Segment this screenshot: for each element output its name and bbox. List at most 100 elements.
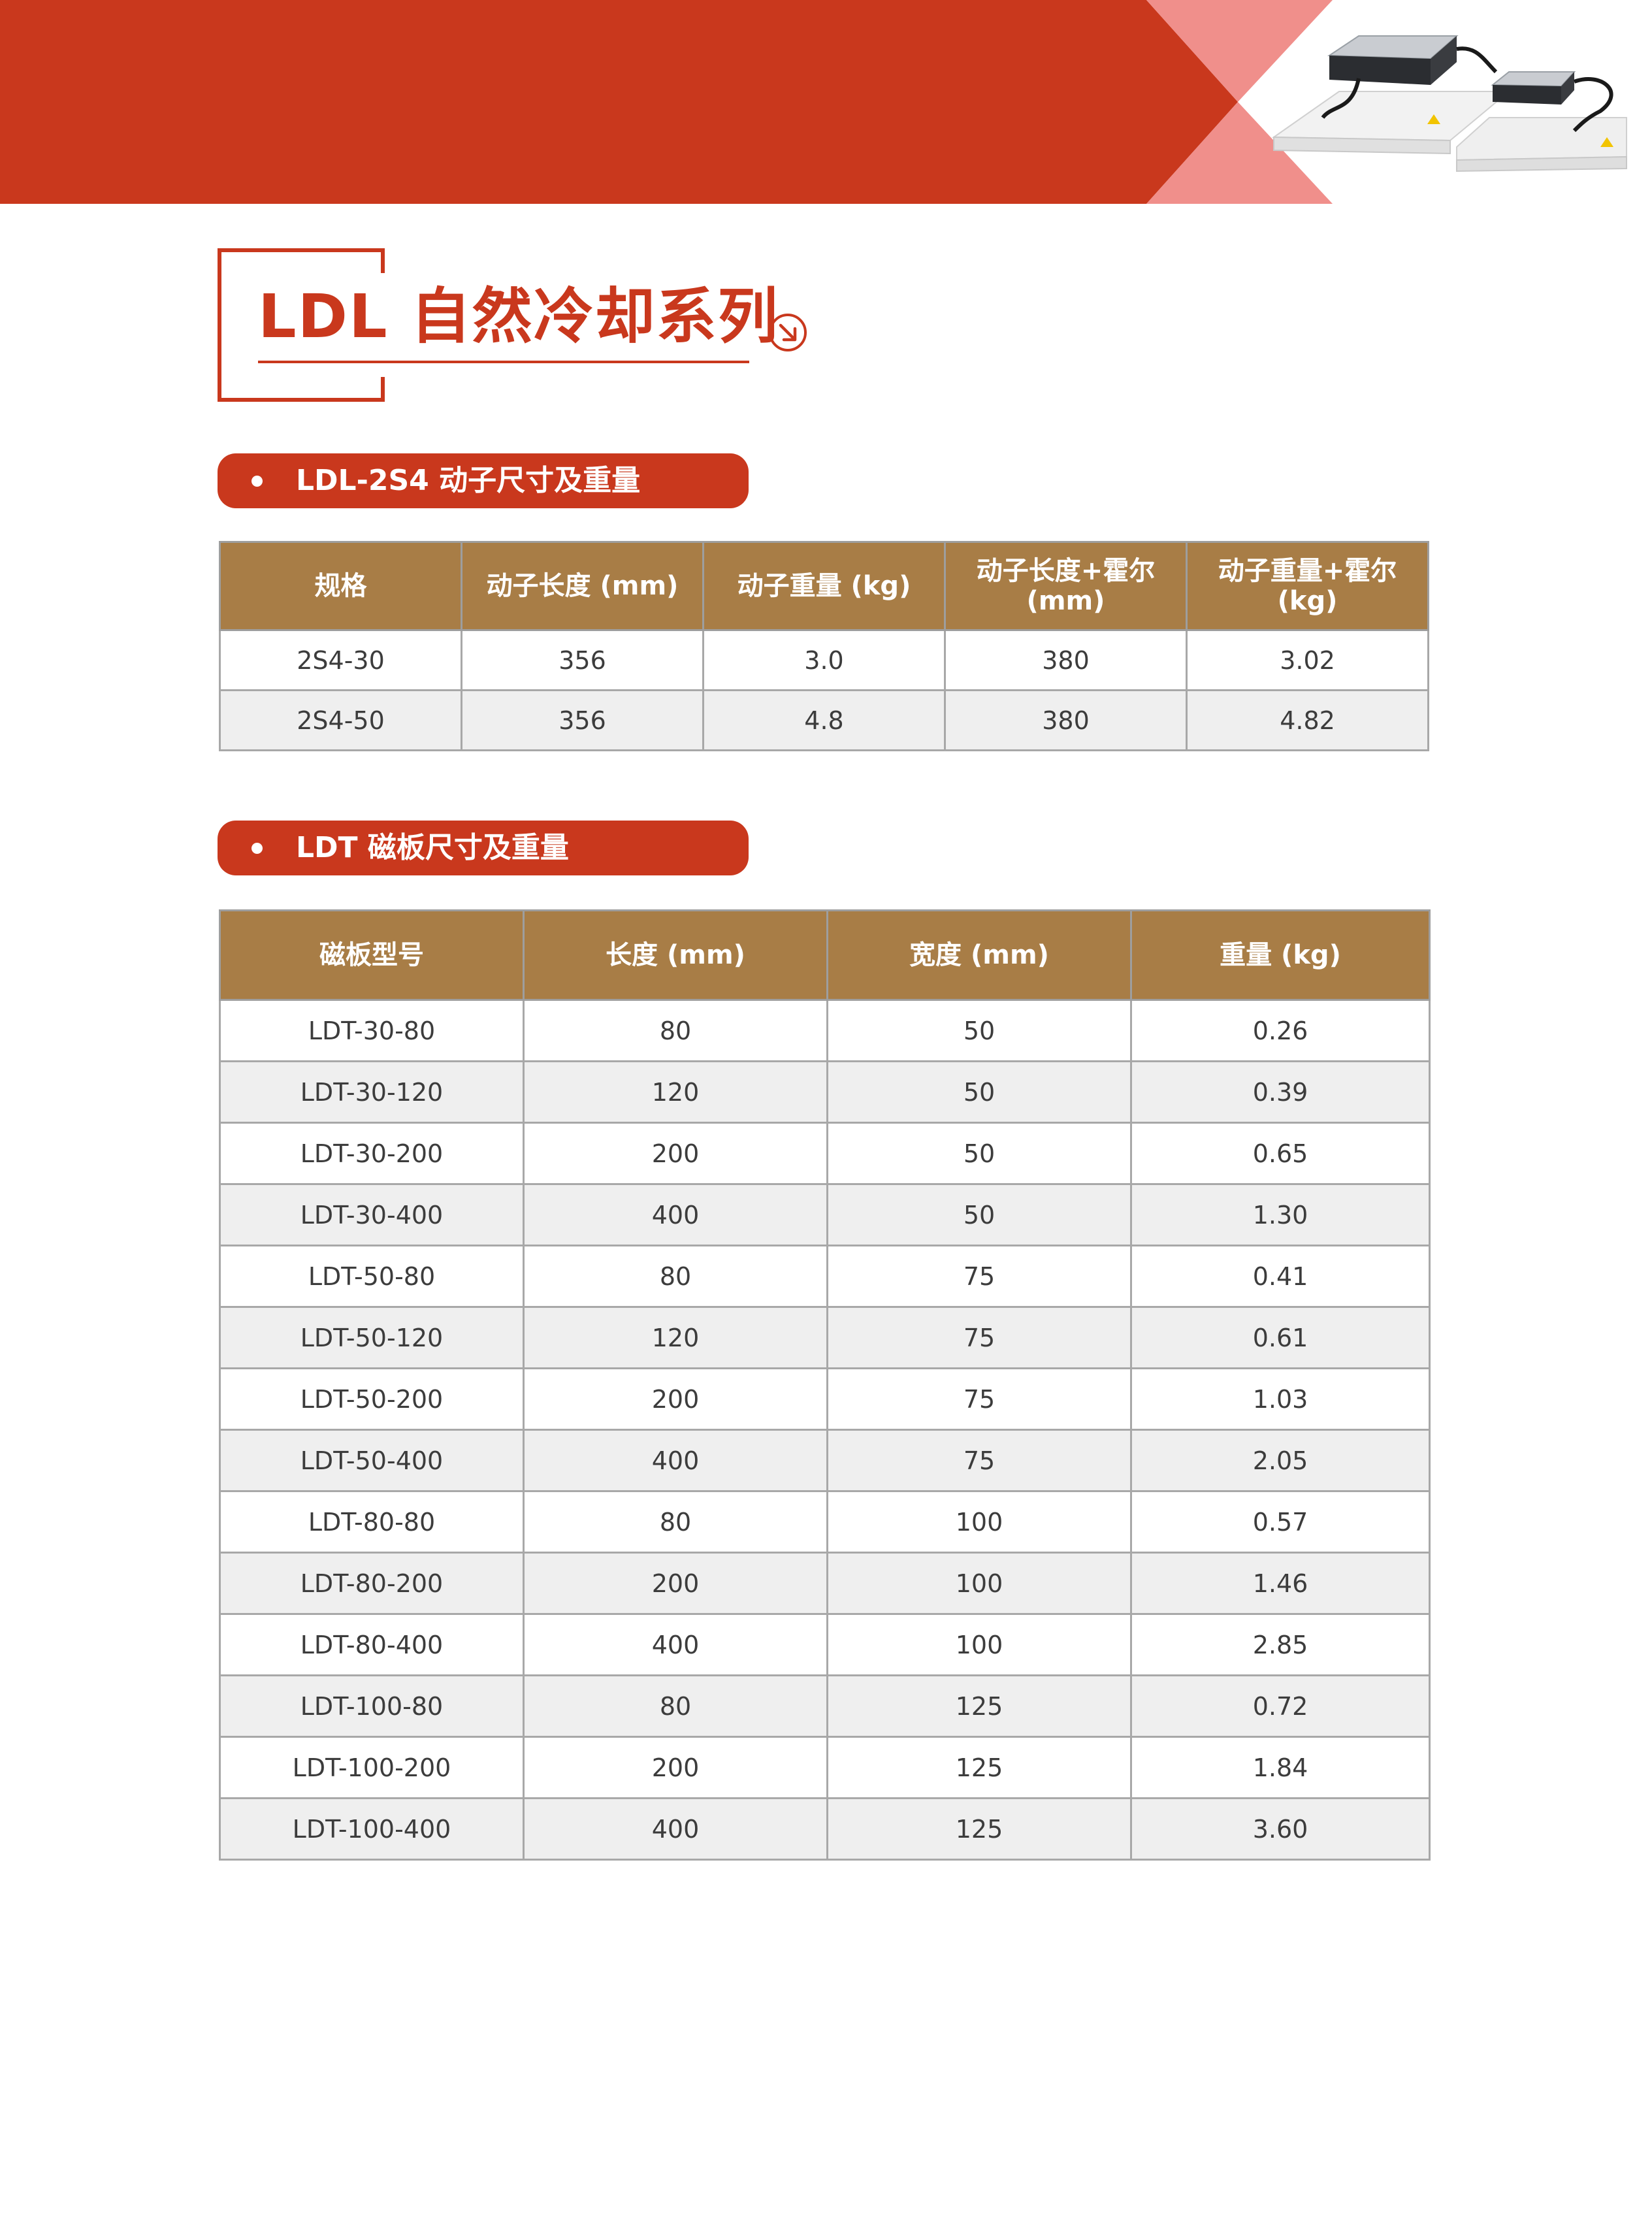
column-header: 动子重量 (kg) — [702, 541, 946, 631]
column-header: 规格 — [219, 541, 462, 631]
table-cell: LDT-100-200 — [219, 1736, 525, 1799]
mover-spec-table: 规格 动子长度 (mm) 动子重量 (kg) 动子长度+霍尔 (mm) 动子重量… — [219, 541, 1429, 751]
table-cell: 200 — [523, 1122, 828, 1185]
table-cell: 2S4-50 — [219, 689, 462, 751]
title-bracket-tick — [381, 248, 385, 273]
table-cell: 400 — [523, 1429, 828, 1492]
column-header-text: 动子长度+霍尔 (mm) — [976, 556, 1156, 616]
column-header: 磁板型号 — [219, 909, 525, 1001]
table-cell: 80 — [523, 1490, 828, 1554]
section-heading-magnet: LDT 磁板尺寸及重量 — [218, 821, 749, 875]
banner-red-band — [0, 0, 1238, 204]
table-row: LDT-80-200 200 100 1.46 — [219, 1552, 1431, 1615]
table-row: LDT-50-200 200 75 1.03 — [219, 1367, 1431, 1431]
table-cell: 400 — [523, 1183, 828, 1246]
table-cell: 0.26 — [1130, 999, 1431, 1062]
table-cell: 3.0 — [702, 629, 946, 691]
table-cell: 0.72 — [1130, 1674, 1431, 1738]
table-cell: 200 — [523, 1367, 828, 1431]
table-cell: 0.57 — [1130, 1490, 1431, 1554]
table-cell: 2S4-30 — [219, 629, 462, 691]
table-cell: 75 — [826, 1306, 1132, 1369]
table-cell: LDT-50-80 — [219, 1245, 525, 1308]
table-cell: LDT-30-120 — [219, 1060, 525, 1124]
banner-pink-chevron — [1146, 0, 1333, 204]
table-cell: 125 — [826, 1674, 1132, 1738]
table-cell: 120 — [523, 1060, 828, 1124]
linear-motor-product-image — [1271, 35, 1627, 172]
table-cell: 0.61 — [1130, 1306, 1431, 1369]
table-cell: 50 — [826, 1183, 1132, 1246]
table-cell: LDT-80-200 — [219, 1552, 525, 1615]
table-cell: 3.02 — [1186, 629, 1429, 691]
table-row: LDT-80-80 80 100 0.57 — [219, 1490, 1431, 1554]
section-heading-text: LDL-2S4 动子尺寸及重量 — [296, 464, 641, 497]
table-header-row: 规格 动子长度 (mm) 动子重量 (kg) 动子长度+霍尔 (mm) 动子重量… — [219, 541, 1429, 631]
table-row: 2S4-30 356 3.0 380 3.02 — [219, 629, 1429, 691]
header-banner — [0, 0, 1333, 204]
column-header: 动子重量+霍尔 (kg) — [1186, 541, 1429, 631]
table-row: 2S4-50 356 4.8 380 4.82 — [219, 689, 1429, 751]
table-cell: 125 — [826, 1736, 1132, 1799]
table-row: LDT-30-400 400 50 1.30 — [219, 1183, 1431, 1246]
page-title: LDL 自然冷却系列 — [258, 282, 779, 351]
column-header: 重量 (kg) — [1130, 909, 1431, 1001]
circle-arrow-down-right-icon — [769, 314, 807, 351]
table-cell: 100 — [826, 1613, 1132, 1676]
table-cell: 356 — [461, 689, 704, 751]
table-cell: 1.46 — [1130, 1552, 1431, 1615]
table-row: LDT-30-200 200 50 0.65 — [219, 1122, 1431, 1185]
table-cell: 3.60 — [1130, 1797, 1431, 1861]
table-cell: 400 — [523, 1797, 828, 1861]
table-row: LDT-80-400 400 100 2.85 — [219, 1613, 1431, 1676]
table-cell: 2.85 — [1130, 1613, 1431, 1676]
table-cell: 4.82 — [1186, 689, 1429, 751]
table-cell: LDT-50-120 — [219, 1306, 525, 1369]
table-cell: LDT-100-400 — [219, 1797, 525, 1861]
table-row: LDT-50-120 120 75 0.61 — [219, 1306, 1431, 1369]
table-row: LDT-30-120 120 50 0.39 — [219, 1060, 1431, 1124]
table-cell: LDT-80-80 — [219, 1490, 525, 1554]
table-cell: 120 — [523, 1306, 828, 1369]
title-bracket-frame — [218, 248, 384, 402]
table-cell: 75 — [826, 1367, 1132, 1431]
table-cell: 1.30 — [1130, 1183, 1431, 1246]
table-cell: 2.05 — [1130, 1429, 1431, 1492]
table-cell: LDT-30-200 — [219, 1122, 525, 1185]
table-row: LDT-100-200 200 125 1.84 — [219, 1736, 1431, 1799]
table-cell: 0.65 — [1130, 1122, 1431, 1185]
title-bracket-tick — [381, 377, 385, 402]
title-underline — [258, 361, 749, 363]
table-cell: 100 — [826, 1552, 1132, 1615]
column-header: 动子长度 (mm) — [461, 541, 704, 631]
table-cell: 1.84 — [1130, 1736, 1431, 1799]
table-cell: 200 — [523, 1552, 828, 1615]
table-cell: LDT-100-80 — [219, 1674, 525, 1738]
table-cell: 50 — [826, 1060, 1132, 1124]
column-header-text: 动子重量+霍尔 (kg) — [1218, 556, 1397, 616]
table-header-row: 磁板型号 长度 (mm) 宽度 (mm) 重量 (kg) — [219, 909, 1431, 1001]
table-cell: 380 — [944, 629, 1188, 691]
table-cell: 400 — [523, 1613, 828, 1676]
table-cell: 75 — [826, 1245, 1132, 1308]
table-row: LDT-100-80 80 125 0.72 — [219, 1674, 1431, 1738]
table-row: LDT-30-80 80 50 0.26 — [219, 999, 1431, 1062]
bullet-dot — [251, 843, 263, 854]
section-heading-mover: LDL-2S4 动子尺寸及重量 — [218, 453, 749, 508]
table-cell: 75 — [826, 1429, 1132, 1492]
table-cell: LDT-80-400 — [219, 1613, 525, 1676]
table-cell: 356 — [461, 629, 704, 691]
table-cell: 200 — [523, 1736, 828, 1799]
table-cell: 0.39 — [1130, 1060, 1431, 1124]
table-cell: 125 — [826, 1797, 1132, 1861]
table-cell: 0.41 — [1130, 1245, 1431, 1308]
column-header: 宽度 (mm) — [826, 909, 1132, 1001]
table-cell: 50 — [826, 999, 1132, 1062]
column-header: 长度 (mm) — [523, 909, 828, 1001]
table-row: LDT-50-400 400 75 2.05 — [219, 1429, 1431, 1492]
table-cell: 80 — [523, 999, 828, 1062]
table-row: LDT-100-400 400 125 3.60 — [219, 1797, 1431, 1861]
table-cell: 1.03 — [1130, 1367, 1431, 1431]
table-cell: 80 — [523, 1245, 828, 1308]
magnet-spec-table: 磁板型号 长度 (mm) 宽度 (mm) 重量 (kg) LDT-30-80 80… — [219, 909, 1431, 1861]
